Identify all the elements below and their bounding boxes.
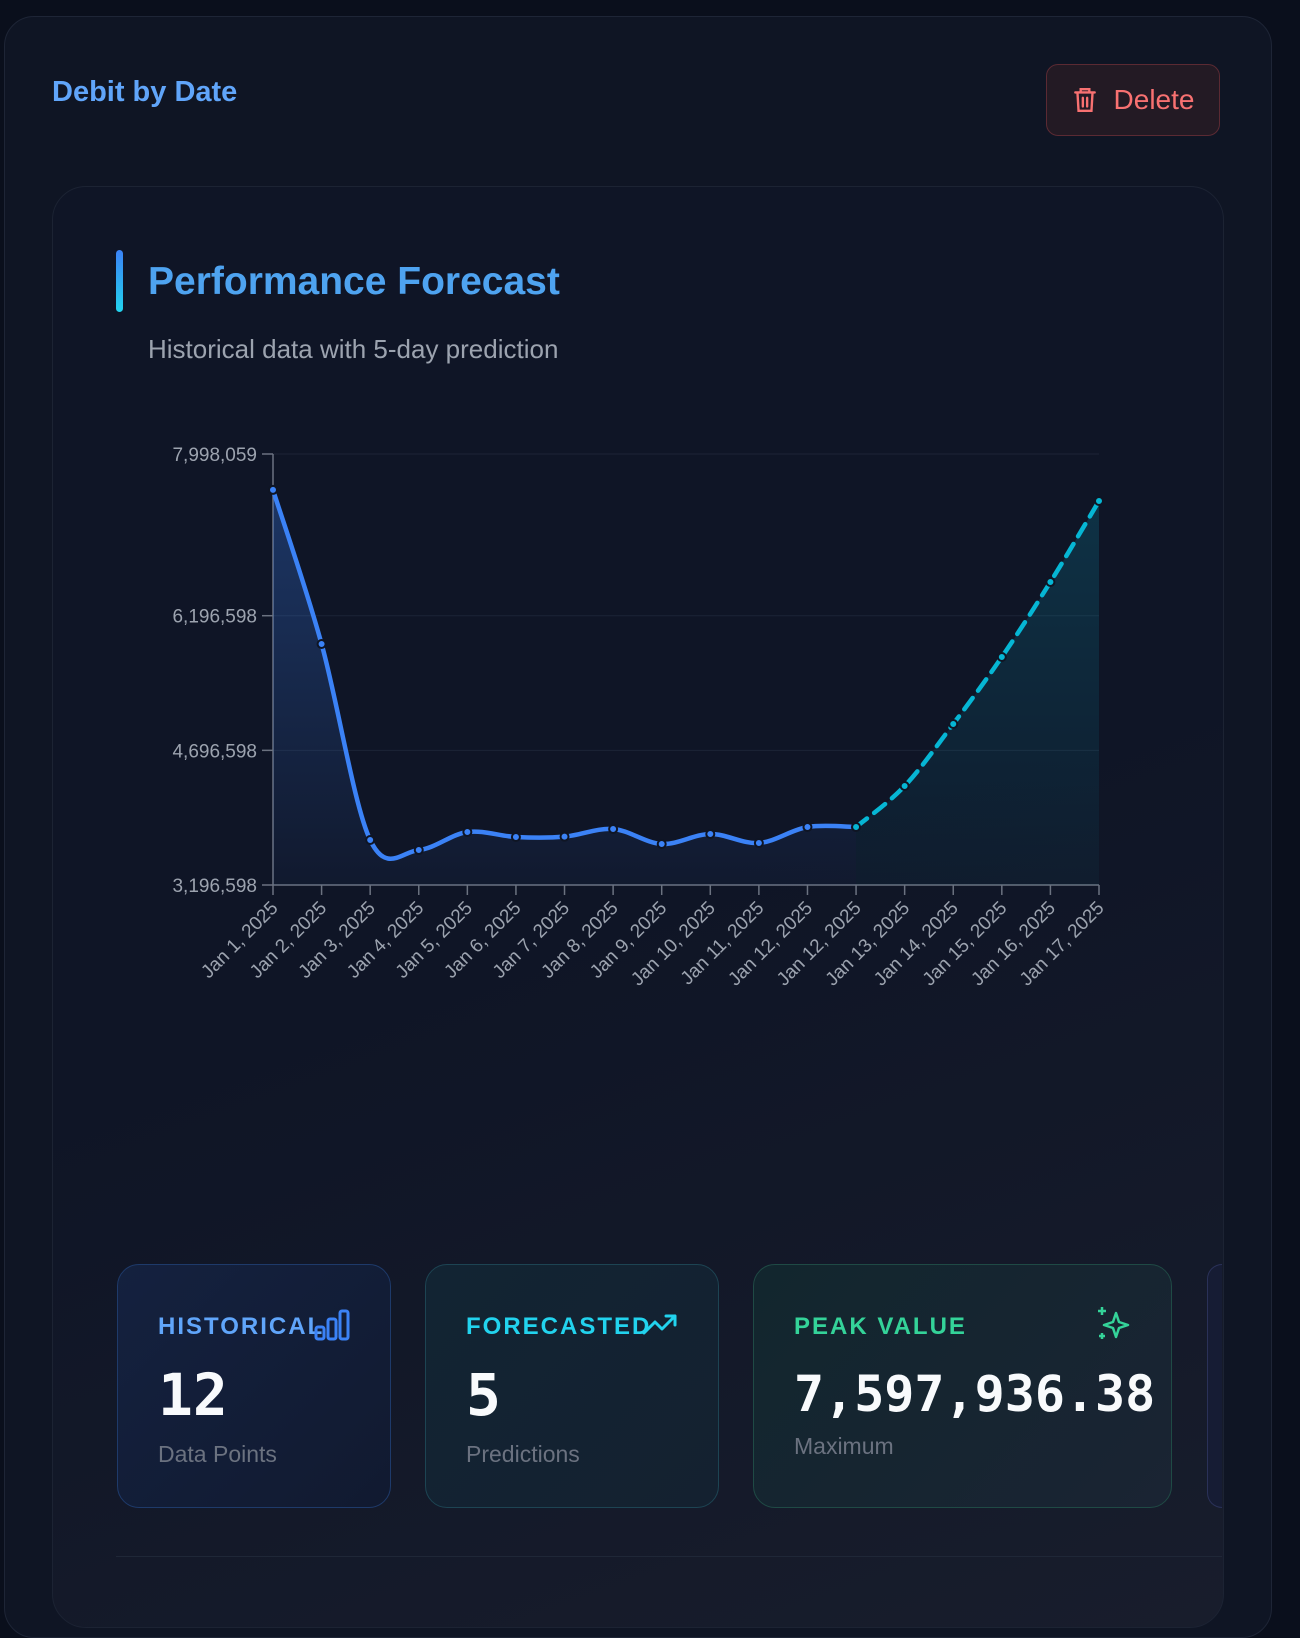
stat-caption: Data Points — [158, 1441, 277, 1467]
point — [948, 718, 959, 729]
y-tick-label: 4,696,598 — [172, 741, 257, 762]
stat-value: 7,597,936.38 — [794, 1365, 1156, 1423]
point — [656, 839, 667, 850]
point — [1045, 577, 1056, 588]
stat-value: 5 — [466, 1361, 501, 1429]
area — [273, 489, 857, 885]
point — [1094, 495, 1104, 506]
point — [316, 639, 327, 650]
point — [365, 835, 376, 846]
point — [559, 831, 570, 842]
chart-subtitle: Historical data with 5-day prediction — [148, 334, 559, 364]
chart: 3,196,5984,696,5986,196,5987,998,059Jan … — [172, 445, 1108, 990]
accent-bar — [116, 250, 123, 312]
point — [851, 822, 862, 833]
point — [802, 822, 813, 833]
stat-card: PEAK VALUE 7,597,936.38 Maximum — [753, 1264, 1172, 1508]
stat-card: FORECASTED 5 Predictions — [425, 1264, 719, 1508]
point — [413, 845, 424, 856]
trash-icon — [1073, 88, 1096, 112]
point — [899, 780, 910, 791]
bar-icon — [314, 1309, 350, 1341]
stat-label: FORECASTED — [466, 1313, 652, 1340]
line — [270, 487, 859, 861]
y-tick-label: 3,196,598 — [172, 876, 257, 897]
point — [268, 484, 278, 495]
stat-label: PEAK VALUE — [794, 1313, 967, 1340]
point — [753, 837, 764, 848]
sparkle-icon — [1098, 1307, 1130, 1339]
y-tick-label: 6,196,598 — [172, 607, 257, 628]
delete-label: Delete — [1113, 84, 1195, 115]
stat-label: HISTORICAL — [158, 1313, 325, 1340]
stat-caption: Maximum — [794, 1433, 894, 1459]
y-tick-label: 7,998,059 — [172, 445, 257, 466]
page: Debit by Date Delete Performance Forecas… — [4, 16, 1272, 1638]
line — [853, 498, 1102, 830]
delete-button[interactable]: Delete — [1046, 64, 1220, 136]
stat-card-partial — [1207, 1264, 1222, 1508]
chart-title: Performance Forecast — [148, 260, 560, 303]
trend-icon — [642, 1314, 677, 1335]
area — [856, 500, 1099, 885]
stat-caption: Predictions — [466, 1441, 580, 1467]
stat-card: HISTORICAL 12 Data Points — [117, 1264, 391, 1508]
point — [705, 828, 716, 839]
panel-title: Debit by Date — [52, 76, 238, 108]
point — [996, 651, 1007, 662]
stat-value: 12 — [158, 1361, 228, 1429]
point — [608, 823, 619, 834]
point — [510, 832, 521, 843]
divider — [116, 1556, 1222, 1557]
point — [462, 827, 473, 838]
